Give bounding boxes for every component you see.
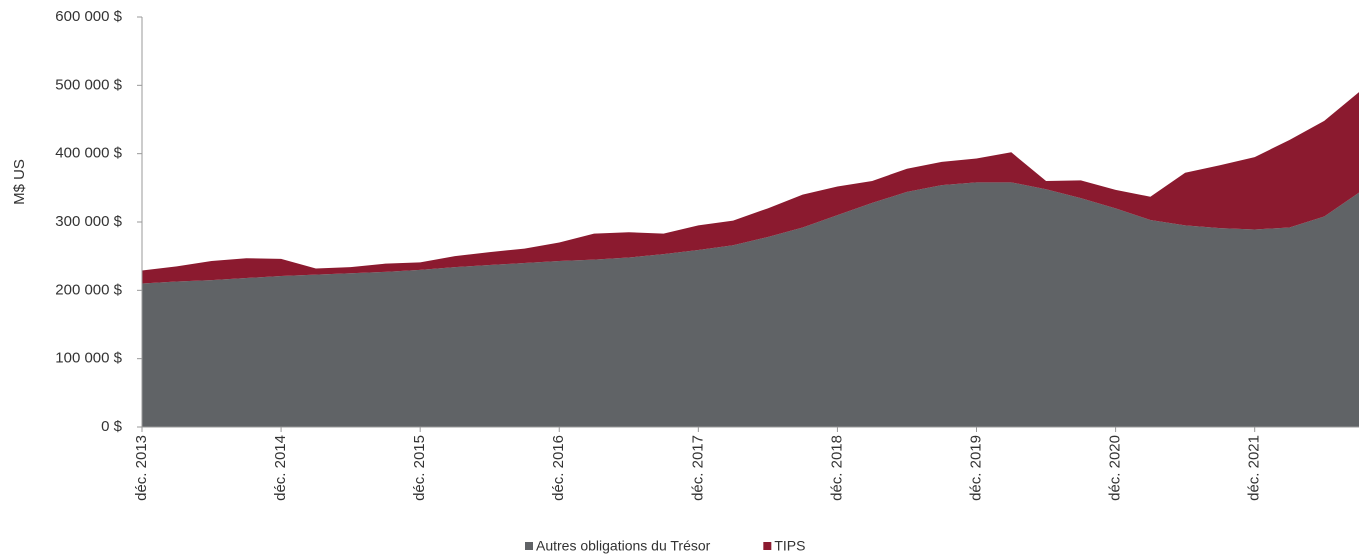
y-tick-label: 600 000 $ (55, 8, 122, 25)
area (142, 182, 1359, 427)
x-tick-label: déc. 2017 (689, 435, 706, 501)
legend-swatch (525, 542, 533, 550)
x-tick-label: déc. 2014 (272, 435, 289, 501)
y-axis-label: M$ US (11, 159, 28, 205)
y-tick-label: 0 $ (101, 418, 123, 435)
x-tick-label: déc. 2015 (411, 435, 428, 501)
x-tick-label: déc. 2016 (550, 435, 567, 501)
area (142, 92, 1359, 284)
y-tick-label: 100 000 $ (55, 350, 122, 367)
y-tick-label: 200 000 $ (55, 281, 122, 298)
x-tick-label: déc. 2020 (1107, 435, 1124, 501)
x-tick-label: déc. 2013 (133, 435, 150, 501)
y-tick-label: 400 000 $ (55, 145, 122, 162)
legend-swatch (763, 542, 772, 550)
y-tick-label: 500 000 $ (55, 76, 122, 93)
y-tick-label: 300 000 $ (55, 213, 122, 230)
legend-label: TIPS (774, 538, 805, 554)
x-tick-label: déc. 2018 (828, 435, 845, 501)
legend-label: Autres obligations du Trésor (536, 538, 711, 554)
x-tick-label: déc. 2021 (1246, 435, 1263, 501)
x-tick-label: déc. 2019 (967, 435, 984, 501)
